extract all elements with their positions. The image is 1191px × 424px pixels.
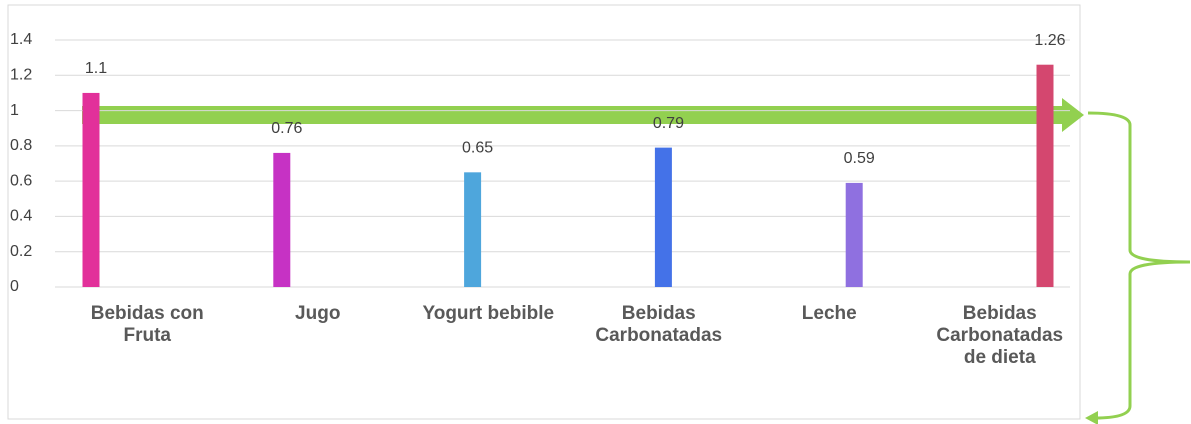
value-label: 0.79 — [653, 115, 684, 132]
y-tick-label: 0.8 — [10, 137, 32, 154]
bar — [82, 92, 100, 287]
bar — [654, 147, 672, 287]
bar — [1036, 64, 1054, 287]
y-tick-label: 0 — [10, 278, 19, 295]
bracket — [1087, 111, 1191, 420]
x-tick-label: Bebidas Carbonatadas de dieta — [936, 303, 1064, 368]
chart-border — [7, 4, 1081, 420]
value-label: 0.59 — [844, 150, 875, 167]
bracket-arrow — [1085, 411, 1098, 424]
y-tick-label: 1.4 — [10, 31, 32, 48]
arrow-head — [1062, 98, 1084, 132]
y-tick-label: 1 — [10, 102, 19, 119]
y-tick-label: 0.6 — [10, 172, 32, 189]
x-tick-label: Leche — [801, 303, 857, 324]
bar — [845, 182, 863, 287]
value-label: 0.76 — [271, 120, 302, 137]
y-tick-label: 0.2 — [10, 243, 32, 260]
value-label: 1.26 — [1034, 32, 1065, 49]
value-label: 1.1 — [85, 60, 107, 77]
y-tick-label: 0.4 — [10, 208, 32, 225]
x-tick-label: Bebidas Carbonatadas — [595, 303, 723, 346]
y-tick-label: 1.2 — [10, 67, 32, 84]
bar — [273, 152, 291, 287]
value-label: 0.65 — [462, 140, 493, 157]
green-arrow — [82, 98, 1084, 132]
x-tick-label: Yogurt bebible — [422, 303, 555, 324]
arrow-shaft — [82, 106, 1062, 124]
bar — [464, 172, 482, 287]
x-tick-label: Jugo — [295, 303, 341, 324]
x-tick-label: Bebidas con Fruta — [90, 303, 204, 346]
